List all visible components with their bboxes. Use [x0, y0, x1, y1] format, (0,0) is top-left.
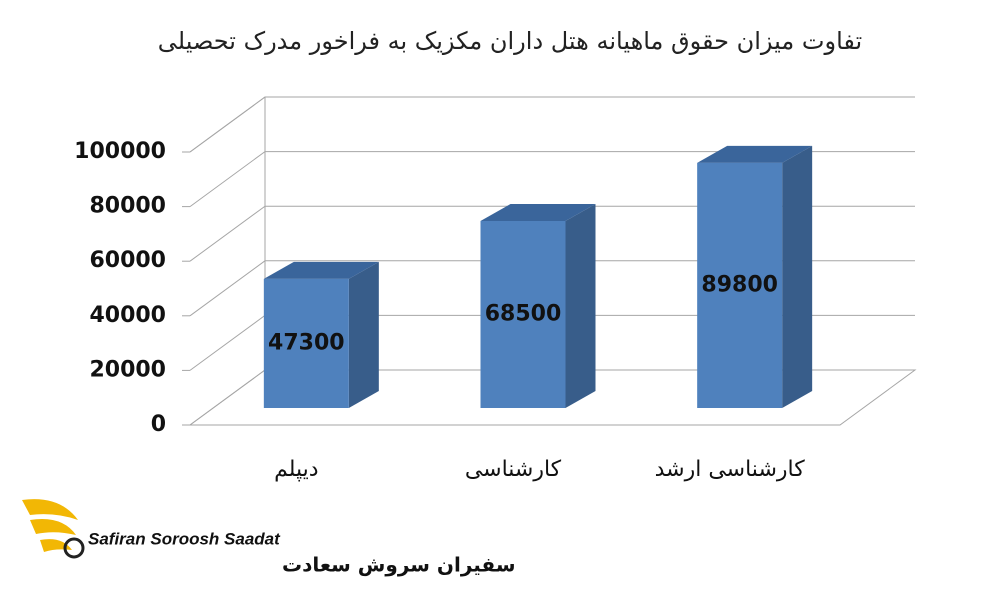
bar-top [697, 145, 813, 163]
logo-persian: سفیران سروش سعادت [282, 553, 516, 577]
bar-top [263, 261, 379, 279]
y-tick-label: 60000 [89, 248, 166, 273]
y-tick-label: 0 [151, 412, 166, 437]
axis-line [189, 96, 266, 153]
data-label: 47300 [268, 330, 345, 355]
bar [697, 162, 783, 408]
logo-wing [22, 499, 78, 520]
x-tick-label: کارشناسی [465, 457, 562, 482]
x-tick-label: دیپلم [274, 457, 318, 482]
data-label: 89800 [701, 272, 778, 297]
logo: Safiran Soroosh Saadat سفیران سروش سعادت [22, 499, 516, 577]
bar [263, 278, 349, 408]
y-tick-label: 40000 [89, 303, 166, 328]
bar-top [480, 203, 596, 221]
bar-side [348, 261, 379, 408]
logo-latin: Safiran Soroosh Saadat [88, 529, 281, 548]
bar-side [565, 203, 596, 408]
logo-wing [30, 519, 76, 535]
bar-side [782, 145, 813, 408]
y-tick-label: 20000 [89, 357, 166, 382]
bar [480, 220, 566, 408]
y-tick-label: 100000 [74, 139, 166, 164]
logo-mark [63, 537, 85, 559]
y-tick-label: 80000 [89, 194, 166, 219]
x-tick-label: کارشناسی ارشد [655, 457, 806, 482]
chart-title: تفاوت میزان حقوق ماهیانه هتل داران مکزیک… [158, 27, 862, 55]
data-label: 68500 [485, 301, 562, 326]
